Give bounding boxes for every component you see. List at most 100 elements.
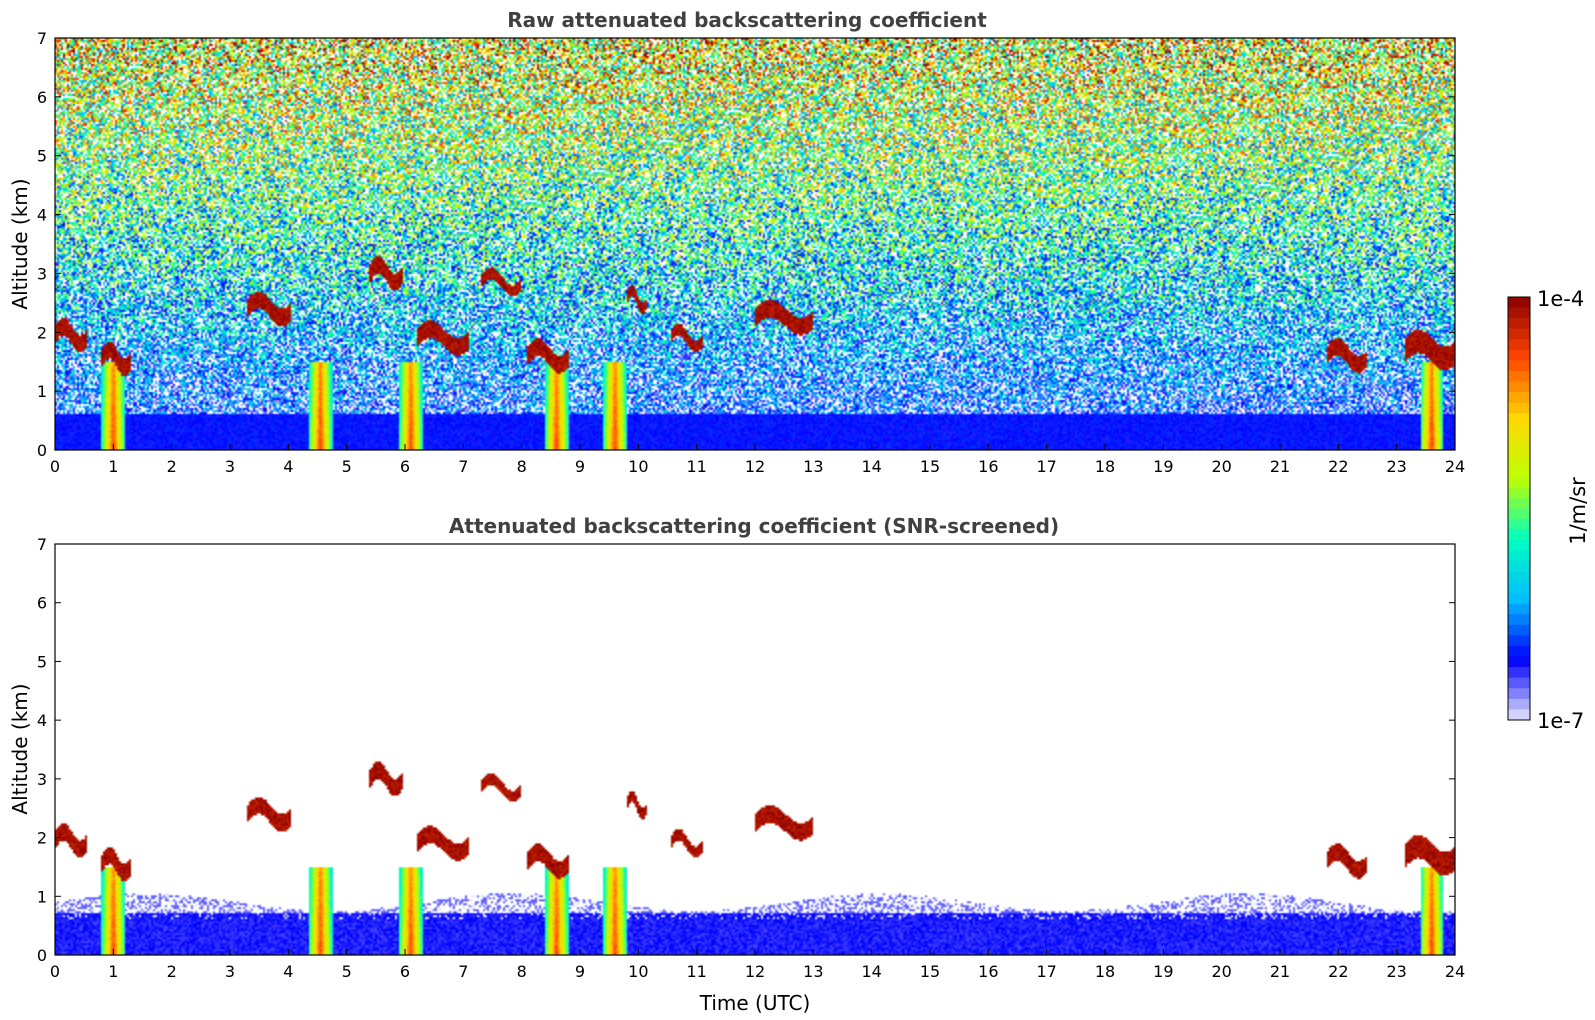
panel1-xtick-label: 22 [1328, 457, 1348, 476]
panel2-xtick-label: 4 [283, 962, 293, 981]
colorbar-step [1508, 423, 1530, 435]
colorbar-step [1508, 381, 1530, 393]
panel1-heatmap-image [55, 38, 1455, 450]
panel1-xtick-label: 14 [861, 457, 881, 476]
panel1-xtick-label: 2 [167, 457, 177, 476]
colorbar: 1e-4 1e-7 1/m/sr [1507, 287, 1590, 733]
colorbar-step [1508, 561, 1530, 573]
panel1-ytick-label: 6 [37, 88, 47, 107]
panel2-heatmap-image [55, 544, 1455, 955]
panel1-xtick-label: 18 [1095, 457, 1115, 476]
colorbar-step [1508, 508, 1530, 520]
panel2-xtick-label: 6 [400, 962, 410, 981]
panel1-x-axis: 0 1 2 3 4 5 6 7 8 9 10 11 12 13 14 15 16 17 18 19 20 21 22 23 24 [50, 444, 1465, 476]
panel2-ytick-label: 6 [37, 594, 47, 613]
colorbar-step [1508, 476, 1530, 488]
colorbar-step [1508, 497, 1530, 509]
panel2-ytick-label: 4 [37, 711, 47, 730]
colorbar-step [1508, 624, 1530, 636]
colorbar-step [1508, 371, 1530, 383]
colorbar-step [1508, 307, 1530, 319]
colorbar-min-label: 1e-7 [1537, 709, 1584, 733]
colorbar-max-label: 1e-4 [1537, 287, 1584, 311]
panel1-xtick-label: 21 [1270, 457, 1290, 476]
panel1-xtick-label: 12 [745, 457, 765, 476]
panel2-xtick-label: 17 [1036, 962, 1056, 981]
colorbar-unit-label: 1/m/sr [1566, 477, 1590, 545]
panel1-title: Raw attenuated backscattering coefficien… [507, 8, 987, 32]
panel1-xtick-label: 6 [400, 457, 410, 476]
panel2-xtick-label: 0 [50, 962, 60, 981]
panel2-xtick-label: 20 [1211, 962, 1231, 981]
panel2-ytick-label: 1 [37, 887, 47, 906]
panel1-ytick-label: 4 [37, 206, 47, 225]
panel2-xtick-label: 2 [167, 962, 177, 981]
panel1-xtick-label: 23 [1386, 457, 1406, 476]
panel2-ytick-label: 7 [37, 535, 47, 554]
colorbar-step [1508, 339, 1530, 351]
colorbar-step [1508, 318, 1530, 330]
panel2-xtick-label: 12 [745, 962, 765, 981]
colorbar-step [1508, 392, 1530, 404]
colorbar-step [1508, 635, 1530, 647]
panel2-xtick-label: 11 [686, 962, 706, 981]
colorbar-step [1508, 645, 1530, 658]
panel2-y-axis: 0 1 2 3 4 5 6 7 [37, 535, 1455, 965]
panel2-xtick-label: 21 [1270, 962, 1290, 981]
panel1-xtick-label: 24 [1445, 457, 1465, 476]
panel2-xtick-label: 22 [1328, 962, 1348, 981]
panel2-ylabel: Altitude (km) [8, 683, 32, 814]
panel1-xtick-label: 17 [1036, 457, 1056, 476]
panel2-title: Attenuated backscattering coefficient (S… [449, 514, 1059, 538]
panel1-ytick-label: 2 [37, 323, 47, 342]
panel1-xtick-label: 1 [108, 457, 118, 476]
panel2-ytick-label: 3 [37, 770, 47, 789]
colorbar-step [1508, 656, 1530, 668]
panel2-xtick-label: 10 [628, 962, 648, 981]
panel1-xtick-label: 15 [920, 457, 940, 476]
panel2-x-axis: 0 1 2 3 4 5 6 7 8 9 10 11 12 13 14 15 16 17 18 19 20 21 22 23 24 [50, 949, 1465, 981]
panel1-xtick-label: 4 [283, 457, 293, 476]
panel1-ytick-label: 1 [37, 382, 47, 401]
panel1-xtick-label: 11 [686, 457, 706, 476]
colorbar-step [1508, 519, 1530, 531]
colorbar-step [1508, 709, 1530, 721]
panel1-xtick-label: 5 [342, 457, 352, 476]
colorbar-step [1508, 698, 1530, 710]
panel2-xtick-label: 1 [108, 962, 118, 981]
panel1-ytick-label: 3 [37, 264, 47, 283]
colorbar-step [1508, 550, 1530, 562]
colorbar-step [1508, 402, 1530, 414]
panel1-xtick-label: 8 [517, 457, 527, 476]
panel1-plot: 0 1 2 3 4 5 6 7 8 9 10 11 12 13 14 15 16 17 18 19 20 21 22 23 24… [37, 29, 1465, 476]
panel2-xtick-label: 15 [920, 962, 940, 981]
colorbar-step [1508, 297, 1530, 309]
colorbar-step [1508, 466, 1530, 478]
panel1-xtick-label: 0 [50, 457, 60, 476]
colorbar-step [1508, 603, 1530, 615]
panel2-xtick-label: 18 [1095, 962, 1115, 981]
panel2-plot: 0 1 2 3 4 5 6 7 8 9 10 11 12 13 14 15 16 17 18 19 20 21 22 23 24… [37, 535, 1465, 981]
panel2-xtick-label: 14 [861, 962, 881, 981]
panel2-xtick-label: 13 [803, 962, 823, 981]
panel2-ytick-label: 0 [37, 946, 47, 965]
panel1-xtick-label: 16 [978, 457, 998, 476]
panel1-ytick-label: 5 [37, 147, 47, 166]
panel2-xtick-label: 9 [575, 962, 585, 981]
colorbar-step [1508, 593, 1530, 605]
colorbar-step [1508, 582, 1530, 594]
panel1-xtick-label: 7 [458, 457, 468, 476]
colorbar-step [1508, 328, 1530, 340]
panel1-xtick-label: 9 [575, 457, 585, 476]
colorbar-step [1508, 667, 1530, 679]
panel2-xtick-label: 16 [978, 962, 998, 981]
colorbar-step [1508, 677, 1530, 689]
colorbar-step [1508, 540, 1530, 552]
colorbar-frame [1507, 296, 1531, 721]
panel2-xtick-label: 24 [1445, 962, 1465, 981]
colorbar-step [1508, 487, 1530, 499]
colorbar-step [1508, 614, 1530, 626]
panel2-xtick-label: 8 [517, 962, 527, 981]
panel1-xtick-label: 13 [803, 457, 823, 476]
